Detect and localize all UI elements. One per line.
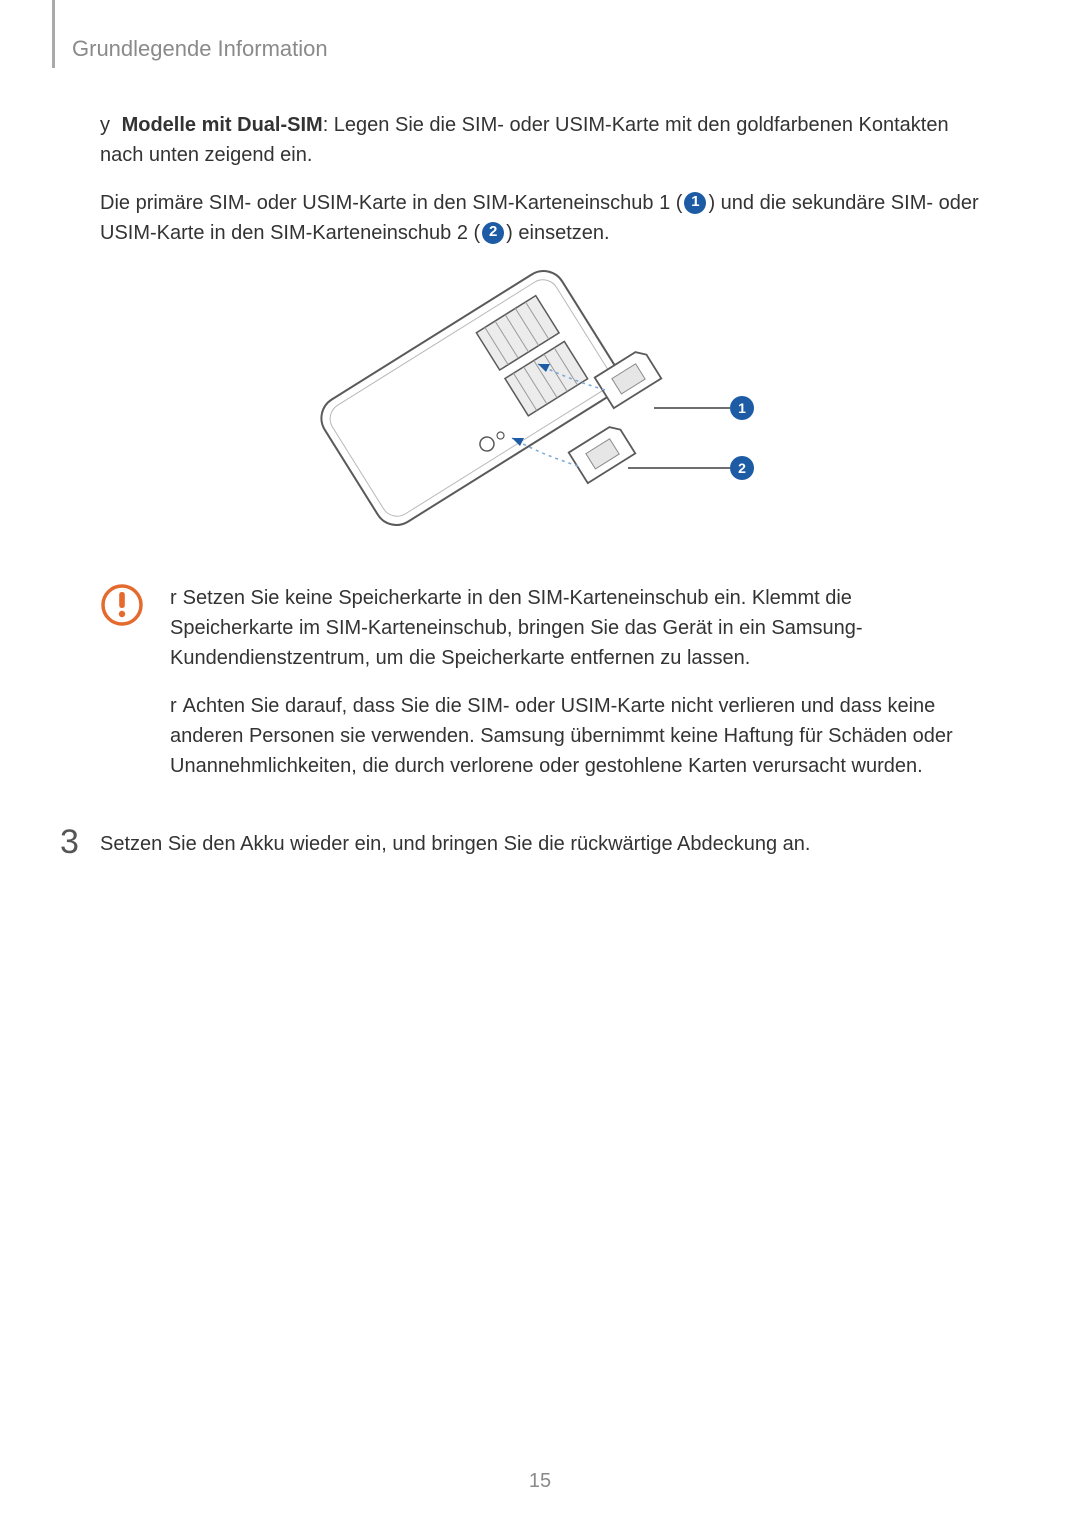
step-text: Setzen Sie den Akku wieder ein, und brin… xyxy=(100,829,980,859)
warning-body: rSetzen Sie keine Speicherkarte in den S… xyxy=(170,583,980,799)
warning-icon xyxy=(100,583,144,632)
step-3: 3 Setzen Sie den Akku wieder ein, und br… xyxy=(60,829,980,859)
slot-instruction: Die primäre SIM- oder USIM-Karte in den … xyxy=(100,188,980,248)
bullet-glyph: r xyxy=(170,587,177,609)
warning-text-2: Achten Sie darauf, dass Sie die SIM- ode… xyxy=(170,695,953,777)
intro-bold: Modelle mit Dual-SIM xyxy=(122,114,323,136)
badge-1-inline: 1 xyxy=(684,192,706,214)
header-title: Grundlegende Information xyxy=(72,36,328,62)
diagram-container: 1 2 xyxy=(100,268,980,553)
diagram-badge-1: 1 xyxy=(738,400,746,416)
warning-notice: rSetzen Sie keine Speicherkarte in den S… xyxy=(100,583,980,799)
sim-diagram: 1 2 xyxy=(320,268,760,553)
para2-pre: Die primäre SIM- oder USIM-Karte in den … xyxy=(100,192,682,214)
warning-item-2: rAchten Sie darauf, dass Sie die SIM- od… xyxy=(170,691,980,781)
step-number: 3 xyxy=(60,825,100,859)
para2-post: ) einsetzen. xyxy=(506,222,609,244)
main-content: y Modelle mit Dual-SIM: Legen Sie die SI… xyxy=(100,110,980,859)
page-number: 15 xyxy=(0,1470,1080,1493)
header-rule xyxy=(52,0,55,68)
warning-item-1: rSetzen Sie keine Speicherkarte in den S… xyxy=(170,583,980,673)
warning-text-1: Setzen Sie keine Speicherkarte in den SI… xyxy=(170,587,863,669)
badge-2-inline: 2 xyxy=(482,222,504,244)
bullet-glyph: r xyxy=(170,695,177,717)
diagram-badge-2: 2 xyxy=(738,460,746,476)
intro-paragraph: y Modelle mit Dual-SIM: Legen Sie die SI… xyxy=(100,110,980,170)
bullet-glyph: y xyxy=(100,114,110,136)
